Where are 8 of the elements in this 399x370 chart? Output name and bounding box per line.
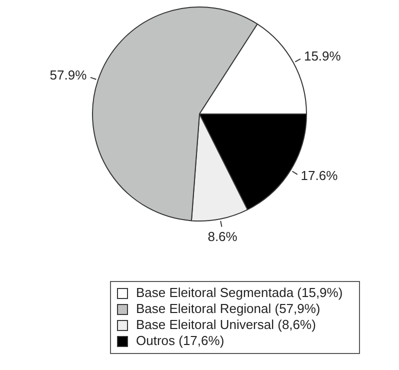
legend-label: Outros (17,6%) bbox=[136, 333, 224, 349]
legend-label: Base Eleitoral Segmentada (15,9%) bbox=[136, 285, 343, 301]
legend-label: Base Eleitoral Universal (8,6%) bbox=[136, 317, 316, 333]
data-label: 8.6% bbox=[208, 228, 238, 244]
legend-label: Base Eleitoral Regional (57,9%) bbox=[136, 301, 320, 317]
data-label: 17.6% bbox=[300, 168, 338, 184]
data-label: 15.9% bbox=[304, 48, 342, 64]
data-label: 57.9% bbox=[50, 68, 88, 83]
